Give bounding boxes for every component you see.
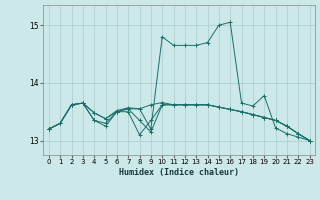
X-axis label: Humidex (Indice chaleur): Humidex (Indice chaleur) (119, 168, 239, 177)
